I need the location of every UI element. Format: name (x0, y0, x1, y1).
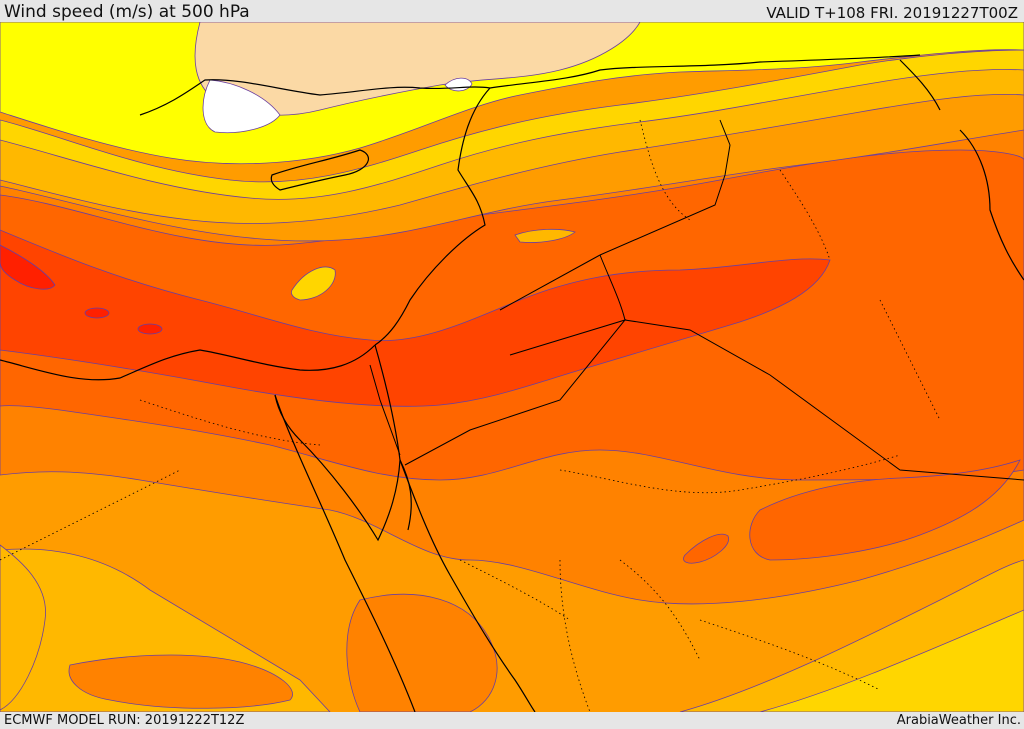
field-red-spot-1 (84, 307, 110, 319)
valid-time-label: VALID T+108 FRI. 20191227T00Z (766, 4, 1018, 22)
border-egypt-israel (369, 364, 401, 456)
country-borders (369, 119, 1024, 481)
border-jordan-saudi (404, 319, 627, 466)
header-bar: Wind speed (m/s) at 500 hPa VALID T+108 … (0, 0, 1024, 22)
field-orange-sw-blob (68, 654, 293, 709)
credit-label: ArabiaWeather Inc. (896, 713, 1021, 728)
coast-egypt-north (0, 344, 376, 381)
field-orange-south-blob (346, 593, 498, 712)
coast-red-sea-west (274, 394, 416, 712)
footer-bar: ECMWF MODEL RUN: 20191222T12Z ArabiaWeat… (0, 712, 1024, 729)
field-red-orange-core (0, 229, 831, 407)
field-dark-orange-se (749, 459, 1021, 561)
coast-caspian-sw (899, 59, 941, 111)
field-red-spot-2 (137, 323, 163, 335)
border-syria-jordan (499, 254, 601, 311)
coast-red-sea-east (399, 459, 536, 712)
field-yellow-blob-2 (514, 228, 576, 243)
map-title: Wind speed (m/s) at 500 hPa (4, 2, 250, 22)
field-red-spot-west (0, 244, 56, 290)
coast-cyprus (270, 149, 370, 191)
field-yellow-blob (291, 266, 336, 301)
coast-levant (374, 87, 491, 346)
wind-speed-map[interactable] (0, 22, 1024, 712)
coast-turkey-south (139, 54, 921, 116)
border-syria-iraq (599, 119, 731, 256)
field-calm-white (202, 79, 281, 134)
field-dark-orange-small (683, 533, 729, 564)
coast-gulf-of-suez (274, 344, 401, 542)
field-amber-sw-blob (0, 544, 46, 711)
field-gold-southeast-inner (759, 609, 1024, 712)
border-jordan-iraq (599, 254, 1024, 481)
coastlines (0, 54, 1024, 712)
coast-gulf-of-aqaba (399, 459, 412, 531)
model-run-label: ECMWF MODEL RUN: 20191222T12Z (4, 713, 245, 728)
province-borders (0, 119, 941, 712)
coast-gulf (959, 129, 1024, 281)
field-amber-north (0, 69, 1024, 224)
